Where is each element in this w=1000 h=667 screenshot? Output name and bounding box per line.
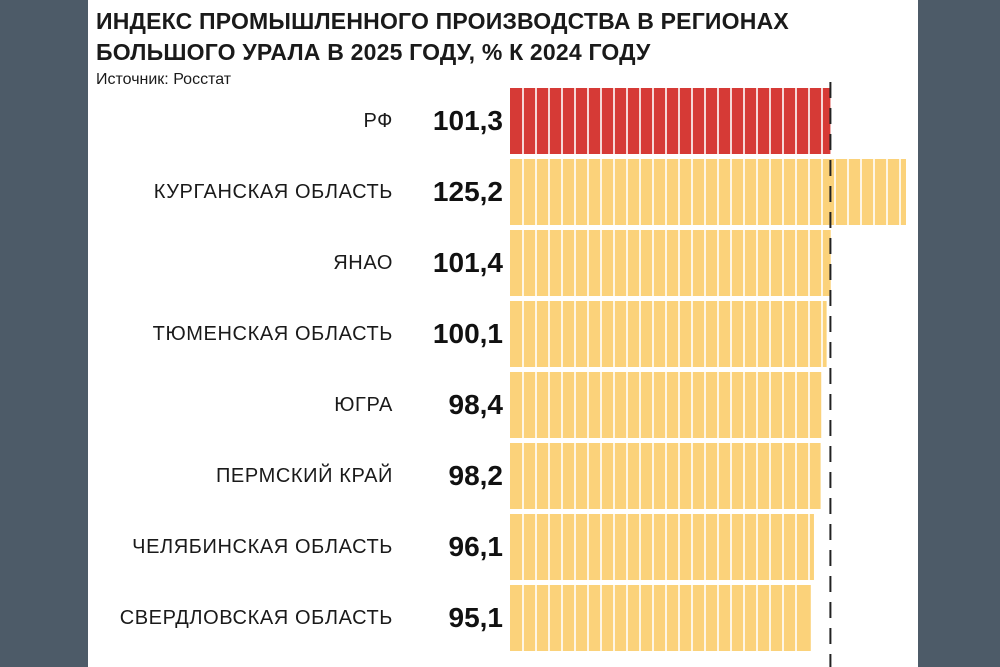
value-label: 95,1 [448, 602, 504, 633]
bar [510, 159, 906, 225]
category-label: СВЕРДЛОВСКАЯ ОБЛАСТЬ [119, 607, 393, 629]
bar-group [510, 301, 827, 367]
value-label: 101,3 [432, 105, 503, 136]
bar-group [510, 514, 814, 580]
chart-card: ИНДЕКС ПРОМЫШЛЕННОГО ПРОИЗВОДСТВА В РЕГИ… [88, 0, 918, 667]
value-label: 101,4 [432, 247, 503, 278]
bar [510, 585, 811, 651]
bar [510, 88, 831, 154]
chart-source: Источник: Росстат [96, 71, 232, 88]
bar-group [510, 230, 831, 296]
bar [510, 301, 827, 367]
category-label: РФ [363, 110, 393, 132]
category-label: ЯНАО [333, 252, 393, 274]
value-label: 96,1 [448, 531, 504, 562]
value-label: 98,4 [448, 389, 504, 420]
category-label: ТЮМЕНСКАЯ ОБЛАСТЬ [152, 323, 393, 345]
bar-chart-plot [510, 82, 906, 667]
category-label: ПЕРМСКИЙ КРАЙ [215, 465, 393, 487]
category-label: ЧЕЛЯБИНСКАЯ ОБЛАСТЬ [132, 536, 393, 558]
chart-title-line-1: ИНДЕКС ПРОМЫШЛЕННОГО ПРОИЗВОДСТВА В РЕГИ… [96, 8, 789, 34]
chart-title-line-2: БОЛЬШОГО УРАЛА В 2025 ГОДУ, % К 2024 ГОД… [96, 39, 651, 65]
bar-group [510, 443, 821, 509]
value-label: 125,2 [432, 176, 503, 207]
value-label: 100,1 [432, 318, 503, 349]
bar [510, 230, 831, 296]
bar [510, 514, 814, 580]
bar-group [510, 88, 831, 154]
bar-group [510, 585, 811, 651]
value-label: 98,2 [448, 460, 504, 491]
bar-group [510, 372, 822, 438]
chart-title: ИНДЕКС ПРОМЫШЛЕННОГО ПРОИЗВОДСТВА В РЕГИ… [96, 6, 789, 68]
bar-group [510, 159, 906, 225]
category-label: ЮГРА [334, 394, 393, 416]
category-label: КУРГАНСКАЯ ОБЛАСТЬ [153, 181, 393, 203]
